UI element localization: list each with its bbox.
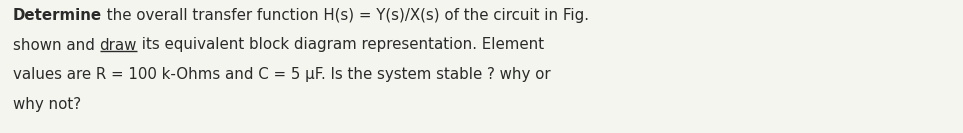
Text: its equivalent block diagram representation. Element: its equivalent block diagram representat… bbox=[137, 38, 544, 53]
Text: shown and: shown and bbox=[13, 38, 99, 53]
Text: why not?: why not? bbox=[13, 97, 81, 111]
Text: Determine: Determine bbox=[13, 8, 102, 23]
Text: draw: draw bbox=[99, 38, 137, 53]
Text: the overall transfer function H(s) = Y(s)/X(s) of the circuit in Fig.: the overall transfer function H(s) = Y(s… bbox=[102, 8, 589, 23]
Text: values are R = 100 k-Ohms and C = 5 μF. Is the system stable ? why or: values are R = 100 k-Ohms and C = 5 μF. … bbox=[13, 67, 551, 82]
